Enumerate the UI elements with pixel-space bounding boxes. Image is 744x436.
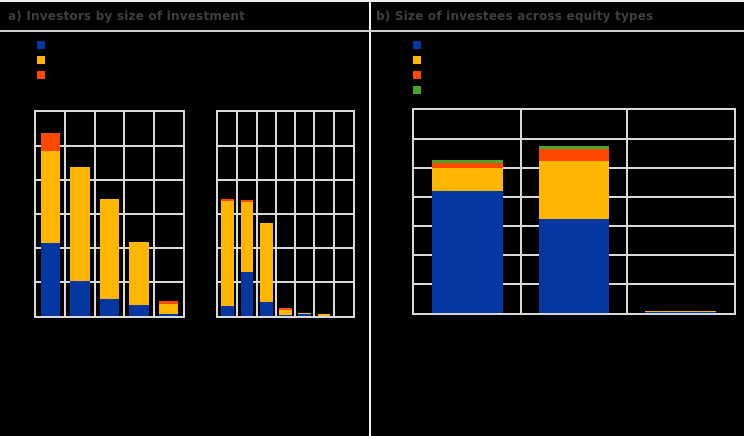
bar-segment-blue xyxy=(279,314,292,316)
bar-segment-amber xyxy=(221,201,234,307)
top-border-line xyxy=(0,0,744,2)
orange-red-series-swatch xyxy=(413,71,421,79)
blue-series-swatch xyxy=(37,41,45,49)
horizontal-gridline xyxy=(218,281,353,283)
horizontal-gridline xyxy=(36,145,183,147)
bar-segment-blue xyxy=(259,302,273,316)
bar-segment-amber xyxy=(40,151,61,243)
bar-segment-amber xyxy=(240,202,254,273)
horizontal-gridline xyxy=(218,145,353,147)
vertical-gridline xyxy=(519,110,522,313)
bar-segment-blue xyxy=(221,306,234,316)
bar-segment-green xyxy=(538,145,610,149)
panel-a-title: a) Investors by size of investment xyxy=(8,9,246,23)
bar-segment-orange_red xyxy=(538,148,610,161)
bar-segment-blue xyxy=(158,313,178,316)
bar-segment-blue xyxy=(432,190,503,313)
legend-panel-b xyxy=(413,41,421,94)
bar-segment-blue xyxy=(40,242,61,316)
orange-red-series-swatch xyxy=(37,71,45,79)
bar-segment-orange_red xyxy=(432,163,503,169)
bar-segment-amber xyxy=(158,303,178,314)
bar-segment-amber xyxy=(99,199,120,299)
bar-segment-orange_red xyxy=(40,133,61,152)
panel-b-title: b) Size of investees across equity types xyxy=(376,9,654,23)
bar-segment-orange_red xyxy=(240,200,254,203)
horizontal-gridline xyxy=(218,179,353,181)
horizontal-gridline xyxy=(36,179,183,181)
bar-segment-amber xyxy=(259,222,273,303)
chart-b-plot xyxy=(412,108,736,315)
bar-segment-blue xyxy=(645,311,716,313)
bar-segment-orange_red xyxy=(279,308,292,310)
header-rule-line xyxy=(0,30,744,32)
bar-segment-amber xyxy=(298,312,312,314)
bar-segment-amber xyxy=(129,242,149,306)
bar-segment-blue xyxy=(99,299,120,316)
bar-segment-amber xyxy=(317,313,331,316)
amber-series-swatch xyxy=(37,56,45,64)
horizontal-gridline xyxy=(218,213,353,215)
bar-segment-blue xyxy=(70,281,90,316)
bar-segment-orange_red xyxy=(158,301,178,304)
horizontal-gridline xyxy=(218,247,353,249)
green-series-swatch xyxy=(413,86,421,94)
horizontal-gridline xyxy=(414,138,734,140)
chart-a-right-plot xyxy=(216,110,355,318)
bar-segment-green xyxy=(432,160,503,164)
bar-segment-blue xyxy=(298,313,312,316)
vertical-gridline xyxy=(626,110,629,313)
bar-segment-amber xyxy=(538,160,610,219)
blue-series-swatch xyxy=(413,41,421,49)
bar-segment-amber xyxy=(432,168,503,191)
legend-panel-a xyxy=(37,41,45,79)
bar-segment-orange_red xyxy=(221,199,234,202)
panel-divider-line xyxy=(369,0,371,436)
bar-segment-blue xyxy=(538,218,610,313)
amber-series-swatch xyxy=(413,56,421,64)
bar-segment-blue xyxy=(240,272,254,316)
bar-segment-blue xyxy=(129,305,149,316)
bar-segment-amber xyxy=(279,309,292,315)
bar-segment-amber xyxy=(70,167,90,282)
chart-a-left-plot xyxy=(34,110,185,318)
